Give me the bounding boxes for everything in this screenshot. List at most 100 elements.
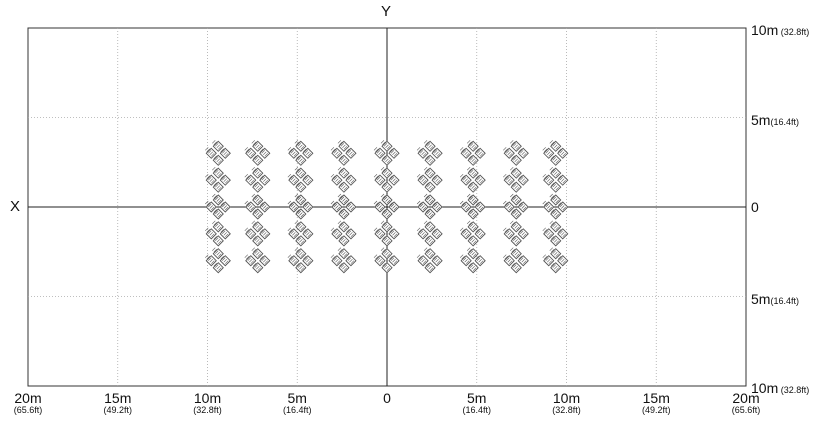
fixture-diamond <box>294 247 307 260</box>
fixture-diamond <box>287 227 300 240</box>
x-tick-unit: (49.2ft) <box>103 405 133 415</box>
fixture-diamond <box>287 200 300 213</box>
fixture-diamond <box>459 227 472 240</box>
fixture-diamond <box>503 254 515 267</box>
fixture-diamond <box>466 207 479 220</box>
fixture-diamond <box>542 173 555 186</box>
x-tick-label: 10m (32.8ft) <box>193 391 222 415</box>
y-axis-label: Y <box>381 3 392 20</box>
x-tick-label: 20m (65.6ft) <box>732 391 761 415</box>
fixture-diamond <box>205 147 217 159</box>
y-tick-unit: (16.4ft) <box>770 295 799 306</box>
fixture-diamond <box>510 140 522 152</box>
fixture-cluster <box>205 220 231 247</box>
fixture-diamond <box>380 180 393 193</box>
fixture-cluster <box>373 193 400 220</box>
fixture-cluster <box>287 220 314 247</box>
fixture-diamond <box>294 180 307 193</box>
fixture-diamond <box>423 234 436 247</box>
x-tick-main: 10m <box>193 390 222 406</box>
x-tick-label: 5m (16.4ft) <box>462 391 491 415</box>
fixture-diamond <box>503 227 515 240</box>
fixture-cluster <box>287 166 314 193</box>
fixture-diamond <box>251 207 264 220</box>
y-tick-label: 5m(16.4ft) <box>751 292 799 306</box>
fixture-cluster <box>330 193 357 220</box>
y-tick-label: 10m (32.8ft) <box>751 381 809 395</box>
x-tick-main: 5m <box>467 390 487 406</box>
fixture-diamond <box>430 147 443 159</box>
fixture-diamond <box>344 254 357 267</box>
fixture-cluster <box>205 193 231 220</box>
fixture-diamond <box>466 180 479 193</box>
fixture-diamond <box>503 200 515 213</box>
fixture-diamond <box>251 193 264 206</box>
fixture-cluster <box>244 193 271 220</box>
fixture-diamond <box>517 227 529 240</box>
fixture-cluster <box>373 247 400 274</box>
fixture-diamond <box>251 140 264 152</box>
x-tick-unit: (65.6ft) <box>13 405 43 415</box>
fixture-diamond <box>542 200 555 213</box>
x-tick-label: 5m (16.4ft) <box>283 391 312 415</box>
fixture-diamond <box>380 261 393 274</box>
y-tick-main: 0 <box>751 199 759 215</box>
fixture-diamond <box>459 200 472 213</box>
fixture-diamond <box>503 173 515 186</box>
fixture-diamond <box>423 220 436 233</box>
fixture-diamond <box>549 166 562 179</box>
fixture-diamond <box>287 254 300 267</box>
fixture-diamond <box>549 154 562 166</box>
fixture-diamond <box>301 200 314 213</box>
x-tick-main: 5m <box>287 390 307 406</box>
x-axis-label: X <box>10 198 21 215</box>
fixture-diamond <box>556 173 569 186</box>
fixture-diamond <box>549 247 562 260</box>
fixture-cluster <box>416 247 443 274</box>
x-tick-main: 20m <box>14 390 42 406</box>
fixture-diamond <box>503 147 515 159</box>
fixture-cluster <box>459 140 486 166</box>
fixture-cluster <box>542 166 569 193</box>
fixture-cluster <box>330 220 357 247</box>
fixture-diamond <box>549 220 562 233</box>
y-tick-label: 10m (32.8ft) <box>751 23 809 37</box>
fixture-diamond <box>423 247 436 260</box>
fixture-diamond <box>549 193 562 206</box>
x-tick-main: 15m <box>642 390 670 406</box>
x-tick-unit: (16.4ft) <box>282 405 312 415</box>
y-tick-unit: (32.8ft) <box>778 27 810 37</box>
fixture-cluster <box>503 220 529 247</box>
fixture-diamond <box>219 200 231 213</box>
fixture-diamond <box>330 200 343 213</box>
fixture-diamond <box>344 147 357 159</box>
y-tick-main: 5m <box>751 290 771 307</box>
fixture-diamond <box>387 173 400 186</box>
fixture-cluster <box>459 220 486 247</box>
fixture-cluster <box>503 140 529 166</box>
fixture-diamond <box>344 200 357 213</box>
fixture-diamond <box>205 254 217 267</box>
fixture-diamond <box>466 247 479 260</box>
fixture-diamond <box>219 254 231 267</box>
fixture-diamond <box>212 234 224 247</box>
y-tick-label: 0 <box>751 200 759 214</box>
fixture-diamond <box>212 166 224 179</box>
fixture-diamond <box>380 234 393 247</box>
fixture-diamond <box>466 261 479 274</box>
fixture-cluster <box>205 140 231 166</box>
fixture-diamond <box>517 200 529 213</box>
fixture-diamond <box>423 166 436 179</box>
fixture-diamond <box>258 227 271 240</box>
fixture-cluster <box>503 166 529 193</box>
x-tick-label: 15m (49.2ft) <box>642 391 671 415</box>
fixture-diamond <box>294 234 307 247</box>
fixture-diamond <box>337 180 350 193</box>
fixture-diamond <box>294 154 307 166</box>
fixture-diamond <box>416 147 429 159</box>
fixture-diamond <box>423 193 436 206</box>
fixture-diamond <box>258 147 271 159</box>
fixture-diamond <box>416 200 429 213</box>
fixture-diamond <box>258 173 271 186</box>
fixture-diamond <box>219 147 231 159</box>
